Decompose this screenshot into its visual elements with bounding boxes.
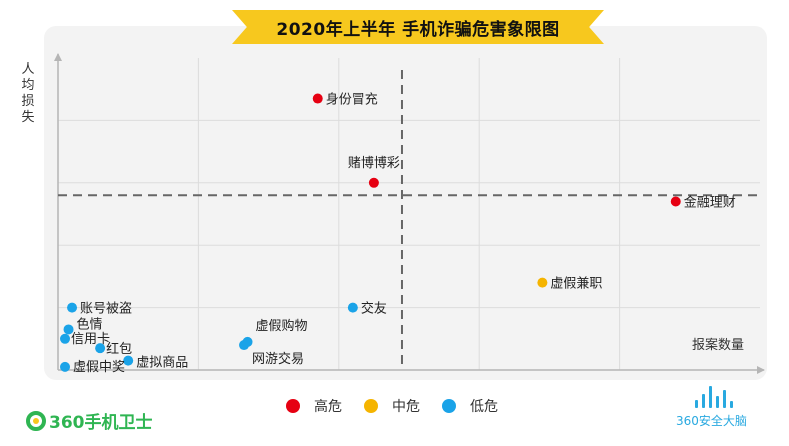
data-point [312, 93, 323, 104]
data-label: 虚假兼职 [550, 277, 602, 292]
data-label: 虚拟商品 [136, 356, 188, 371]
legend-item-high: 高危 [286, 396, 342, 416]
x-axis-arrow [757, 366, 765, 374]
left-logo-text: 360手机卫士 [49, 413, 153, 433]
legend-dot-low [442, 399, 456, 413]
data-point [347, 302, 358, 313]
data-label: 红包 [106, 341, 132, 357]
data-label: 网游交易 [252, 351, 304, 367]
data-label: 金融理财 [684, 195, 736, 211]
sound-wave-icon [652, 384, 776, 408]
data-point [123, 355, 134, 366]
data-point [60, 361, 71, 372]
legend-label-high: 高危 [314, 399, 342, 415]
x-axis-label: 报案数量 [692, 338, 745, 353]
legend-label-medium: 中危 [392, 399, 420, 415]
legend-label-low: 低危 [470, 399, 498, 415]
data-point [368, 177, 379, 188]
data-label: 赌博博彩 [348, 156, 400, 171]
data-point [670, 196, 681, 207]
data-label: 虚假中奖 [73, 360, 125, 375]
right-logo-text: 360安全大脑 [676, 414, 747, 428]
brand-logo-360-security-brain: 360安全大脑 [676, 384, 776, 429]
y-axis-arrow [54, 53, 62, 61]
data-label: 身份冒充 [326, 92, 378, 108]
data-label: 虚假购物 [256, 318, 308, 334]
logo-ring-icon [26, 410, 46, 431]
data-label: 信用卡 [71, 332, 110, 347]
data-label: 账号被盗 [80, 301, 132, 317]
data-point [95, 343, 106, 354]
data-label: 色情 [77, 316, 103, 332]
legend-dot-medium [364, 399, 378, 413]
title-banner: 2020年上半年 手机诈骗危害象限图 [232, 10, 604, 44]
chart-title: 2020年上半年 手机诈骗危害象限图 [276, 19, 560, 40]
data-point [63, 324, 74, 335]
data-point [239, 340, 250, 351]
legend-dot-high [286, 399, 300, 413]
legend-item-low: 低危 [442, 396, 498, 416]
data-point [60, 333, 71, 344]
brand-logo-360-mobile-guard: 360手机卫士 [26, 408, 153, 433]
chart-panel [44, 26, 767, 380]
legend: 高危 中危 低危 [286, 396, 520, 416]
data-point [537, 277, 548, 288]
y-axis-label: 人均损失 [21, 62, 35, 125]
legend-item-medium: 中危 [364, 396, 420, 416]
data-label: 交友 [361, 301, 387, 317]
data-point [67, 302, 78, 313]
